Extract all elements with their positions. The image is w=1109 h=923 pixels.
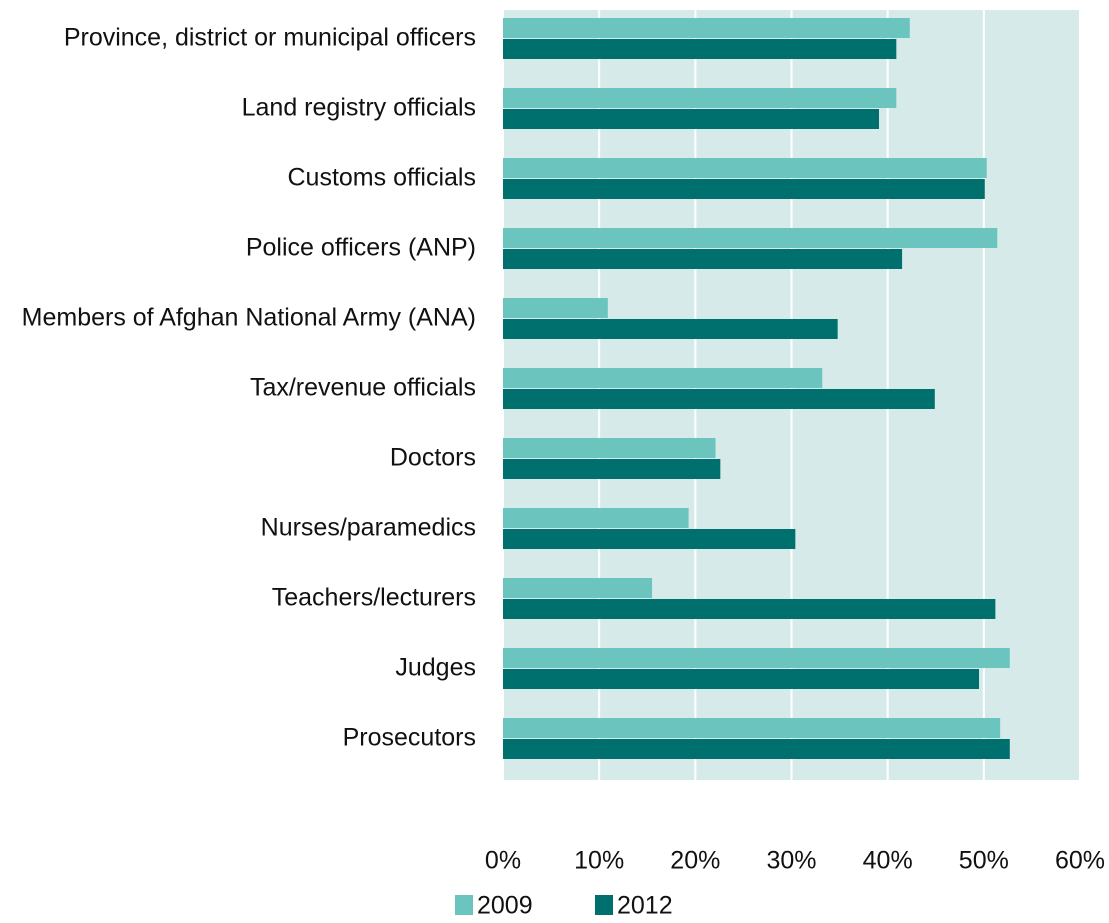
y-tick-label: Doctors: [390, 444, 476, 472]
bar: [503, 529, 796, 549]
legend-swatch: [455, 895, 473, 915]
y-tick-label: Police officers (ANP): [246, 234, 476, 262]
bar: [503, 438, 716, 458]
bar: [503, 718, 1001, 738]
bar: [503, 319, 838, 339]
x-tick-label: 20%: [670, 847, 720, 875]
x-tick-label: 50%: [959, 847, 1009, 875]
y-tick-label: Members of Afghan National Army (ANA): [22, 304, 476, 332]
y-tick-label: Province, district or municipal officers: [64, 24, 476, 52]
bar: [503, 298, 608, 318]
bar: [503, 508, 689, 528]
y-tick-label: Judges: [395, 654, 476, 682]
bar: [503, 88, 897, 108]
bar: [503, 648, 1010, 668]
x-tick-label: 0%: [485, 847, 521, 875]
bar: [503, 459, 721, 479]
bar: [503, 39, 897, 59]
y-tick-label: Nurses/paramedics: [261, 514, 476, 542]
y-tick-label: Land registry officials: [242, 94, 476, 122]
bar: [503, 739, 1010, 759]
bar: [503, 18, 910, 38]
y-tick-label: Customs officials: [288, 164, 477, 192]
bar: [503, 389, 935, 409]
y-tick-label: Prosecutors: [343, 724, 476, 752]
y-tick-label: Teachers/lecturers: [272, 584, 476, 612]
bar: [503, 228, 998, 248]
x-tick-label: 40%: [863, 847, 913, 875]
legend-label: 2009: [477, 892, 533, 920]
bar: [503, 368, 823, 388]
bar: [503, 599, 996, 619]
x-tick-label: 60%: [1055, 847, 1105, 875]
y-tick-label: Tax/revenue officials: [250, 374, 476, 402]
x-tick-label: 30%: [766, 847, 816, 875]
x-tick-label: 10%: [574, 847, 624, 875]
legend-swatch: [595, 895, 613, 915]
bar: [503, 158, 987, 178]
bar: [503, 249, 903, 269]
bar: [503, 179, 985, 199]
bar: [503, 109, 880, 129]
legend-label: 2012: [617, 892, 673, 920]
bar: [503, 669, 980, 689]
bar: [503, 578, 653, 598]
